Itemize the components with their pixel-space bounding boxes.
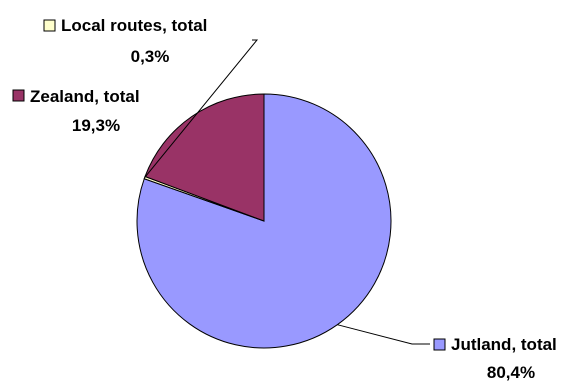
slice-value-jutland: 80,4% [487, 363, 535, 381]
pie-slice-zealand [144, 93, 265, 222]
slice-label-local-routes: Local routes, total [61, 16, 207, 35]
leader-line-jutland [337, 324, 430, 345]
legend-swatch-zealand [12, 89, 25, 102]
slice-label-jutland: Jutland, total [451, 335, 557, 354]
pie-slices [136, 93, 392, 349]
leader-line-local-routes [144, 39, 259, 178]
slice-value-local-routes: 0,3% [131, 47, 170, 66]
label-local-routes: Local routes, total 0,3% [43, 16, 207, 66]
legend-swatch-local-routes [43, 19, 56, 32]
slice-label-zealand: Zealand, total [30, 87, 140, 106]
leader-lines [144, 39, 430, 345]
label-zealand: Zealand, total 19,3% [12, 87, 140, 135]
legend-swatch-jutland [433, 338, 446, 351]
slice-value-zealand: 19,3% [72, 116, 120, 135]
label-jutland: Jutland, total 80,4% [433, 335, 557, 381]
